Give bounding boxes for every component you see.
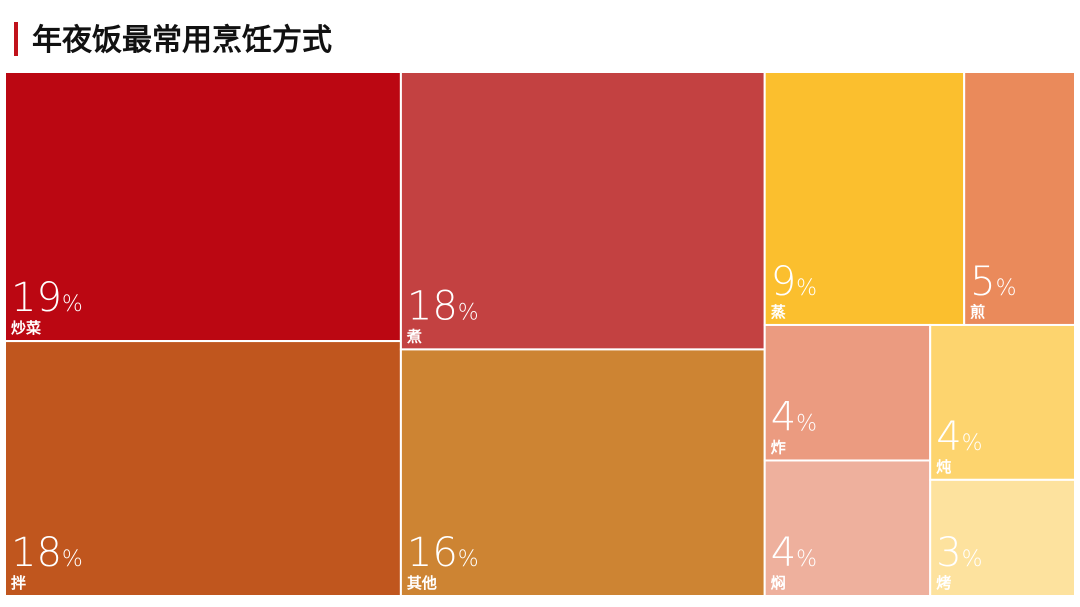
treemap-cell: [399, 71, 766, 351]
value-label: 18%: [11, 530, 83, 576]
value-label: 9%: [771, 259, 817, 305]
category-label: 焖: [771, 574, 786, 592]
treemap-cell: [929, 323, 1077, 481]
category-label: 炒菜: [11, 319, 41, 337]
category-label: 煮: [406, 327, 422, 345]
treemap-cell: [963, 71, 1077, 326]
value-label: 4%: [936, 414, 982, 460]
category-label: 炸: [771, 438, 786, 456]
value-label: 5%: [970, 259, 1016, 305]
category-label: 煎: [970, 303, 985, 321]
category-label: 烤: [936, 574, 951, 592]
treemap-cell: [929, 478, 1077, 598]
treemap-cell: [763, 71, 966, 326]
treemap-cell: [763, 323, 932, 462]
value-label: 16%: [407, 530, 479, 576]
treemap-cell: [4, 71, 402, 343]
value-label: 18%: [407, 283, 479, 329]
value-label: 19%: [11, 275, 83, 321]
treemap-cell: [763, 459, 932, 597]
value-label: 3%: [936, 530, 982, 576]
category-label: 拌: [11, 574, 26, 592]
chart-title: 年夜饭最常用烹饪方式: [32, 23, 332, 58]
value-label: 4%: [771, 530, 817, 576]
category-label: 蒸: [771, 303, 786, 321]
value-label: 4%: [771, 394, 817, 440]
category-label: 炖: [936, 458, 951, 476]
category-label: 其他: [407, 574, 437, 592]
title-accent: [14, 22, 18, 56]
